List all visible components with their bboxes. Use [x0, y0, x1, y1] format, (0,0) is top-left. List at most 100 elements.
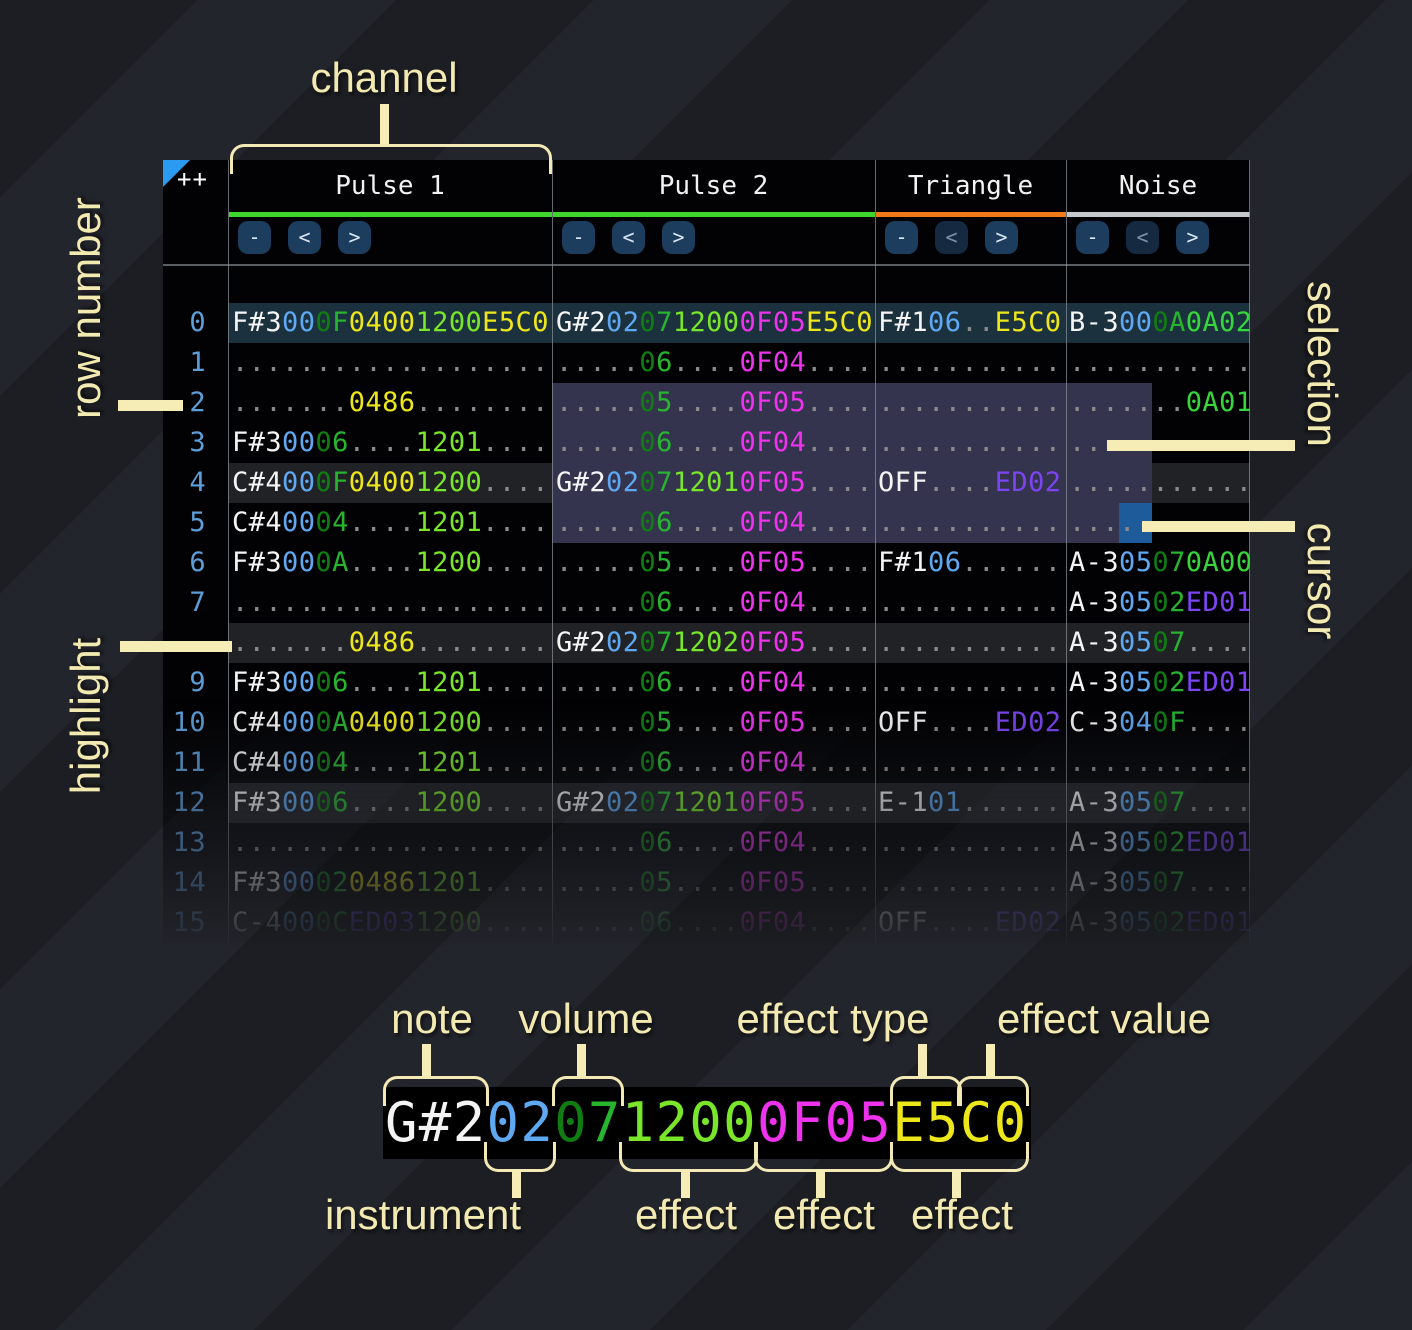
- field-in: 00: [1119, 307, 1153, 338]
- field-v0: 0: [1152, 667, 1170, 698]
- cell-tri[interactable]: ...........: [875, 663, 1066, 703]
- row-cells: F#3000A....1200.... .....05....0F05.... F#…: [228, 543, 1250, 583]
- field-fm: 0F05: [739, 467, 807, 498]
- field-in: 00: [282, 507, 316, 538]
- pattern-row: 4 C#4000F04001200.... G#2020712010F05.... O…: [163, 463, 1250, 503]
- field-nt: F#1: [878, 307, 929, 338]
- field-dt: .....: [556, 547, 640, 578]
- cell-noise[interactable]: A-30502ED01: [1066, 663, 1250, 703]
- cell-tri[interactable]: ...........: [875, 623, 1066, 663]
- field-fm: 0F04: [739, 347, 807, 378]
- field-dt: ....: [672, 587, 740, 618]
- channel-bracket: [230, 144, 552, 174]
- cell-p2[interactable]: .....06....0F04....: [552, 663, 875, 703]
- cell-tri[interactable]: ...........: [875, 583, 1066, 623]
- channel-next-button[interactable]: >: [985, 221, 1018, 254]
- cell-noise[interactable]: ...........: [1066, 343, 1250, 383]
- field-v1: 7: [656, 467, 673, 498]
- pattern-corner[interactable]: ++: [163, 160, 228, 212]
- field-fy: E5C0: [806, 307, 873, 338]
- channel-minus-button[interactable]: -: [1076, 221, 1109, 254]
- row-cells: ........................06....0F04......…: [228, 583, 1250, 623]
- effect3-bracket: [890, 1142, 1029, 1172]
- row-number-pointer-line: [118, 400, 183, 411]
- channel-header-noise[interactable]: Noise: [1066, 160, 1250, 217]
- cell-p2[interactable]: G#2020712010F05....: [552, 463, 875, 503]
- cell-p1[interactable]: C#40004....1201....: [228, 503, 552, 543]
- channel-header-p1[interactable]: Pulse 1: [228, 160, 552, 217]
- cell-p1[interactable]: F#30006....1201....: [228, 423, 552, 463]
- field-dt: ....: [806, 347, 873, 378]
- cell-tri[interactable]: ...........: [875, 343, 1066, 383]
- field-dt: ....: [348, 667, 416, 698]
- field-v1: F: [332, 307, 349, 338]
- cell-tri[interactable]: ...........: [875, 503, 1066, 543]
- cell-noise[interactable]: A-30507....: [1066, 623, 1250, 663]
- field-dt: .....: [556, 427, 640, 458]
- field-v1: 5: [656, 387, 673, 418]
- cursor-pointer-line: [1142, 521, 1295, 532]
- cell-p2[interactable]: .....05....0F05....: [552, 383, 875, 423]
- field-v1: 7: [656, 307, 673, 338]
- field-fy: E5C0: [482, 307, 549, 338]
- volume-bracket: [552, 1076, 624, 1106]
- cell-p2[interactable]: .....06....0F04....: [552, 583, 875, 623]
- cell-p1[interactable]: F#3000F04001200E5C0: [228, 303, 552, 343]
- cell-noise[interactable]: A-305070A00: [1066, 543, 1250, 583]
- field-v0: 0: [315, 547, 333, 578]
- cell-p1[interactable]: C#4000F04001200....: [228, 463, 552, 503]
- cell-p2[interactable]: .....06....0F04....: [552, 343, 875, 383]
- channel-header-tri[interactable]: Triangle: [875, 160, 1066, 217]
- field-v1: 2: [1169, 667, 1186, 698]
- cell-tri[interactable]: F#106......: [875, 543, 1066, 583]
- cell-p1[interactable]: ...................: [228, 583, 552, 623]
- field-dt: ...................: [232, 347, 549, 378]
- channel-minus-button[interactable]: -: [238, 221, 271, 254]
- pattern-row: 6 F#3000A....1200.... .....05....0F05.... F…: [163, 543, 1250, 583]
- cell-noise[interactable]: ...........: [1066, 463, 1250, 503]
- volume-stem-line: [577, 1044, 586, 1078]
- channel-header-p2[interactable]: Pulse 2: [552, 160, 875, 217]
- field-in: 05: [1119, 547, 1153, 578]
- column-separator: [1249, 160, 1250, 945]
- cell-tri[interactable]: ...........: [875, 423, 1066, 463]
- field-v0: 0: [1152, 307, 1170, 338]
- cell-tri[interactable]: OFF....ED02: [875, 463, 1066, 503]
- channel-next-button[interactable]: >: [338, 221, 371, 254]
- cell-p1[interactable]: F#3000A....1200....: [228, 543, 552, 583]
- channel-underline: [1067, 212, 1250, 217]
- annotation-effect-2: effect: [773, 1191, 875, 1238]
- channel-minus-button[interactable]: -: [885, 221, 918, 254]
- cell-noise[interactable]: .......0A01: [1066, 383, 1250, 423]
- cell-p2[interactable]: G#2020712020F05....: [552, 623, 875, 663]
- highlight-pointer-line: [120, 641, 232, 652]
- cell-p1[interactable]: F#30006....1201....: [228, 663, 552, 703]
- row-cells: ........................06....0F04......…: [228, 343, 1250, 383]
- channel-prev-button[interactable]: <: [1126, 221, 1159, 254]
- channel-minus-button[interactable]: -: [562, 221, 595, 254]
- cell-p2[interactable]: G#2020712000F05E5C0: [552, 303, 875, 343]
- cell-p1[interactable]: .......0486........: [228, 383, 552, 423]
- cell-noise[interactable]: B-3000A0A02: [1066, 303, 1250, 343]
- pattern-editor: ++ Pulse 1 Pulse 2 Triangle Noise - < > - < > - < >…: [163, 160, 1250, 945]
- channel-prev-button[interactable]: <: [612, 221, 645, 254]
- cell-tri[interactable]: ...........: [875, 383, 1066, 423]
- cell-p2[interactable]: .....06....0F04....: [552, 423, 875, 463]
- cell-p2[interactable]: .....06....0F04....: [552, 503, 875, 543]
- cell-p1[interactable]: ...................: [228, 343, 552, 383]
- cell-p1[interactable]: .......0486........: [228, 623, 552, 663]
- cell-noise[interactable]: A-30502ED01: [1066, 583, 1250, 623]
- cell-p2[interactable]: .....05....0F05....: [552, 543, 875, 583]
- channel-prev-button[interactable]: <: [288, 221, 321, 254]
- pattern-row: 9 F#30006....1201.... .....06....0F04.....…: [163, 663, 1250, 703]
- channel-prev-button[interactable]: <: [935, 221, 968, 254]
- channel-next-button[interactable]: >: [1176, 221, 1209, 254]
- cell-tri[interactable]: F#106..E5C0: [875, 303, 1066, 343]
- column-separator: [1066, 160, 1067, 945]
- field-in: 02: [606, 467, 640, 498]
- pattern-row: 2 .......0486........ .....05....0F05.....…: [163, 383, 1250, 423]
- field-nt: C#4: [232, 507, 283, 538]
- corner-spacer: [163, 212, 228, 263]
- channel-button-group-p2: - < >: [552, 212, 875, 263]
- channel-next-button[interactable]: >: [662, 221, 695, 254]
